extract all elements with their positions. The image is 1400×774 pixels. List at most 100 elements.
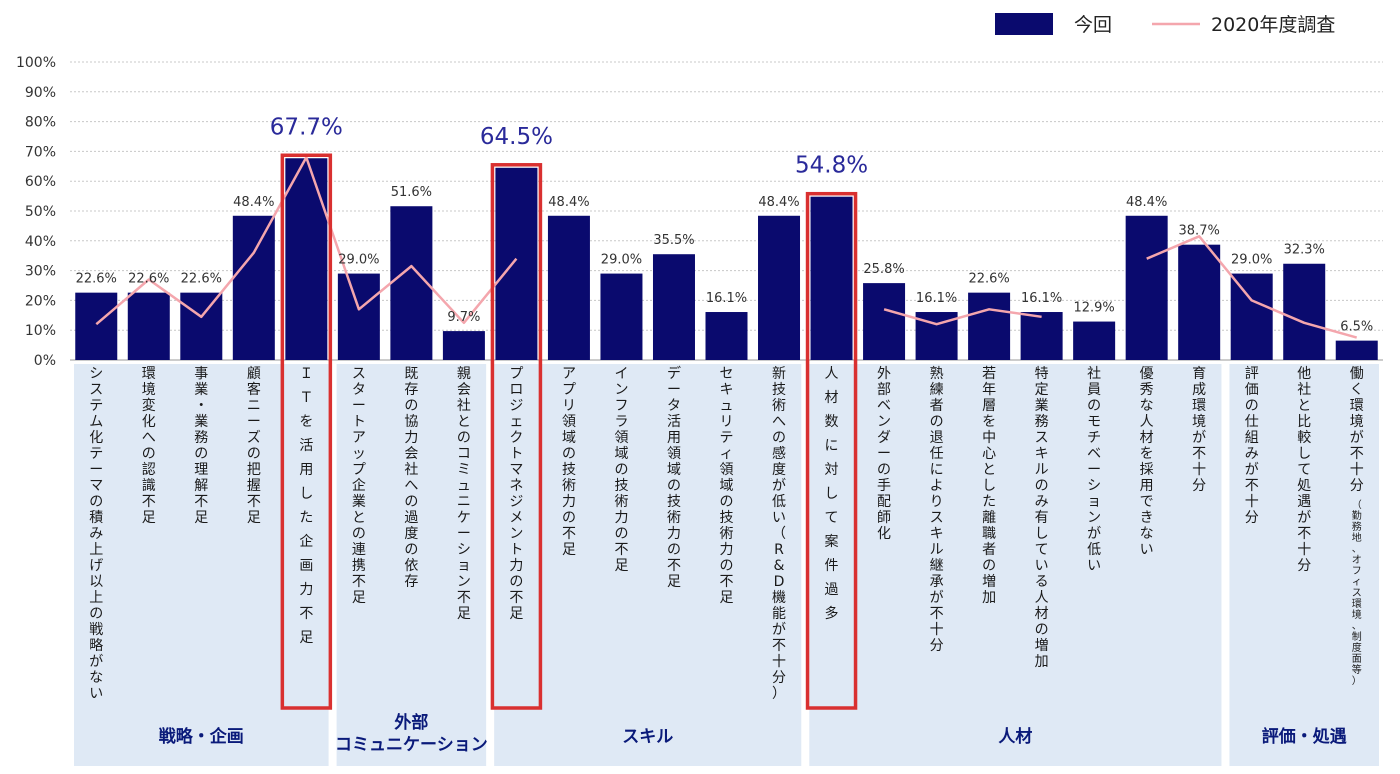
- data-label: 6.5%: [1340, 320, 1373, 335]
- category-label-char: 境: [1350, 414, 1364, 430]
- bar: [1283, 263, 1326, 360]
- line-segment: [883, 308, 1042, 326]
- category-note-char: 制: [1352, 630, 1362, 643]
- category-label-char: 育: [1192, 366, 1206, 382]
- data-label: 48.4%: [1126, 195, 1167, 210]
- category-label-char: の: [457, 430, 471, 446]
- category-label-char: の: [352, 526, 366, 542]
- category-label-char: 域: [614, 446, 628, 462]
- category-label-char: 不: [247, 494, 261, 510]
- data-label: 22.6%: [968, 272, 1009, 287]
- category-label-char: が: [1297, 510, 1311, 526]
- category-label-char: 継: [930, 558, 944, 574]
- category-label-char: 化: [89, 430, 103, 446]
- category-label-char: を: [1140, 446, 1154, 462]
- category-label-char: 領: [667, 445, 681, 462]
- category-label-char: ス: [930, 510, 944, 526]
- group-label: スキル: [622, 727, 673, 747]
- category-label-char: メ: [509, 510, 523, 526]
- category-label-char: 較: [1297, 430, 1311, 446]
- category-label-char: が: [772, 622, 786, 638]
- bar: [285, 158, 328, 360]
- category-label-char: 採: [1140, 462, 1154, 478]
- category-note-char: （: [1352, 499, 1362, 511]
- category-label-char: の: [720, 494, 734, 510]
- category-label-char: 不: [562, 526, 576, 542]
- category-label-char: 活: [667, 414, 681, 430]
- category-label-char: 画: [299, 558, 313, 574]
- category-label-char: フ: [614, 398, 628, 414]
- y-tick-label: 20%: [25, 293, 56, 309]
- category-label-char: 社: [1087, 366, 1101, 382]
- category-label-char: ッ: [352, 446, 366, 462]
- category-label-char: 把: [247, 462, 261, 478]
- category-label-char: の: [509, 574, 523, 590]
- category-label-char: 人: [825, 366, 839, 382]
- category-label-char: て: [825, 510, 839, 526]
- highlight-box: [490, 163, 543, 710]
- category-label-char: 境: [1192, 414, 1206, 430]
- category-label-char: 加: [982, 590, 996, 606]
- category-label-char: ト: [352, 414, 366, 430]
- category-label-char: 働: [1350, 366, 1364, 382]
- bar: [337, 273, 380, 360]
- category-label-char: の: [142, 446, 156, 462]
- category-label-char: ン: [877, 414, 891, 430]
- bar: [600, 273, 643, 360]
- category-label-char: を: [982, 414, 996, 430]
- category-label-char: 術: [720, 526, 734, 542]
- category-label-char: 携: [352, 558, 366, 574]
- category-label-char: の: [562, 446, 576, 462]
- category-label-char: ン: [1087, 510, 1101, 526]
- data-label: 16.1%: [1021, 291, 1062, 306]
- category-label-char: ス: [1035, 430, 1049, 446]
- category-label-char: 配: [877, 494, 891, 510]
- category-note-char: 務: [1352, 520, 1362, 533]
- group-backgrounds: [74, 364, 1379, 766]
- category-label-char: ル: [930, 542, 944, 558]
- category-label-char: し: [1297, 446, 1311, 462]
- category-label-char: ネ: [509, 478, 523, 494]
- category-label-char: 理: [194, 462, 208, 478]
- category-label-char: 材: [1035, 606, 1049, 622]
- category-label-char: 用: [299, 462, 313, 478]
- category-label-char: 環: [142, 366, 156, 382]
- category-label-char: 度: [404, 526, 418, 542]
- data-label: 48.4%: [758, 195, 799, 210]
- category-label-char: 若: [982, 366, 996, 382]
- category-label-char: 低: [1087, 542, 1101, 558]
- category-label-char: ケ: [457, 510, 471, 526]
- category-label-char: 案: [825, 533, 839, 550]
- category-label-char: 十: [1245, 494, 1259, 510]
- data-label: 16.1%: [916, 291, 957, 306]
- category-label-char: し: [299, 486, 313, 502]
- category-label-char: 不: [772, 638, 786, 654]
- category-label-char: 術: [772, 398, 786, 414]
- category-label-char: の: [1035, 478, 1049, 494]
- category-label-char: 足: [562, 542, 576, 558]
- category-label-char: 機: [772, 590, 786, 606]
- legend-label-2020: 2020年度調査: [1211, 14, 1335, 36]
- data-label: 22.6%: [181, 272, 222, 287]
- category-note-char: フ: [1352, 566, 1362, 577]
- category-label-char: 仕: [1245, 414, 1259, 430]
- category-label-char: 務: [194, 430, 208, 446]
- category-label-char: て: [1035, 542, 1049, 558]
- category-label-char: ー: [457, 526, 471, 542]
- category-label-char: の: [614, 462, 628, 478]
- bar: [180, 292, 223, 360]
- category-label-char: 新: [772, 366, 786, 382]
- category-label-char: 優: [1140, 366, 1154, 382]
- category-label-char: 中: [982, 430, 996, 446]
- category-label-char: シ: [457, 542, 471, 558]
- bar: [1073, 321, 1116, 360]
- legend-swatch-bar: [995, 13, 1053, 35]
- category-label-char: の: [720, 558, 734, 574]
- category-label-char: ー: [352, 398, 366, 414]
- category-label-char: い: [89, 686, 103, 702]
- category-label-char: シ: [89, 366, 103, 382]
- line-segment: [1146, 235, 1358, 339]
- line-series-2020: [95, 156, 1358, 339]
- category-note-char: ）: [1352, 675, 1362, 687]
